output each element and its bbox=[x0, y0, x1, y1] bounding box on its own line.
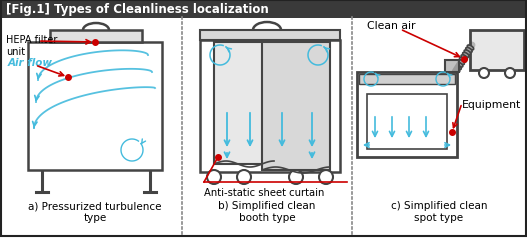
Ellipse shape bbox=[466, 48, 472, 52]
Bar bbox=[214, 42, 274, 164]
Circle shape bbox=[237, 170, 251, 184]
Circle shape bbox=[479, 68, 489, 78]
Ellipse shape bbox=[464, 50, 471, 55]
Bar bbox=[262, 42, 330, 170]
Bar bbox=[470, 30, 524, 70]
Text: Anti-static sheet curtain: Anti-static sheet curtain bbox=[204, 188, 325, 198]
Bar bbox=[359, 74, 455, 84]
Circle shape bbox=[289, 170, 303, 184]
Ellipse shape bbox=[461, 55, 467, 60]
Text: Clean air: Clean air bbox=[367, 21, 415, 31]
Ellipse shape bbox=[467, 45, 474, 50]
Text: b) Simplified clean
booth type: b) Simplified clean booth type bbox=[218, 201, 316, 223]
Text: c) Simplified clean
spot type: c) Simplified clean spot type bbox=[391, 201, 487, 223]
Text: HEPA filter
unit: HEPA filter unit bbox=[6, 35, 57, 56]
Ellipse shape bbox=[456, 62, 463, 67]
Bar bbox=[200, 30, 340, 40]
Text: Equipment: Equipment bbox=[462, 100, 521, 110]
Ellipse shape bbox=[463, 52, 469, 57]
Bar bbox=[1, 0, 526, 18]
Bar bbox=[357, 72, 457, 157]
Bar bbox=[50, 30, 142, 42]
Circle shape bbox=[207, 170, 221, 184]
Ellipse shape bbox=[458, 60, 464, 65]
Ellipse shape bbox=[460, 57, 466, 62]
Ellipse shape bbox=[455, 65, 461, 70]
Bar bbox=[445, 60, 459, 72]
Text: [Fig.1] Types of Cleanliness localization: [Fig.1] Types of Cleanliness localizatio… bbox=[6, 2, 269, 16]
Ellipse shape bbox=[453, 67, 460, 72]
Circle shape bbox=[319, 170, 333, 184]
Text: Air flow: Air flow bbox=[8, 58, 53, 68]
Bar bbox=[200, 40, 340, 172]
Circle shape bbox=[505, 68, 515, 78]
Text: a) Pressurized turbulence
type: a) Pressurized turbulence type bbox=[28, 201, 162, 223]
Bar bbox=[367, 94, 447, 149]
Bar bbox=[28, 42, 162, 170]
